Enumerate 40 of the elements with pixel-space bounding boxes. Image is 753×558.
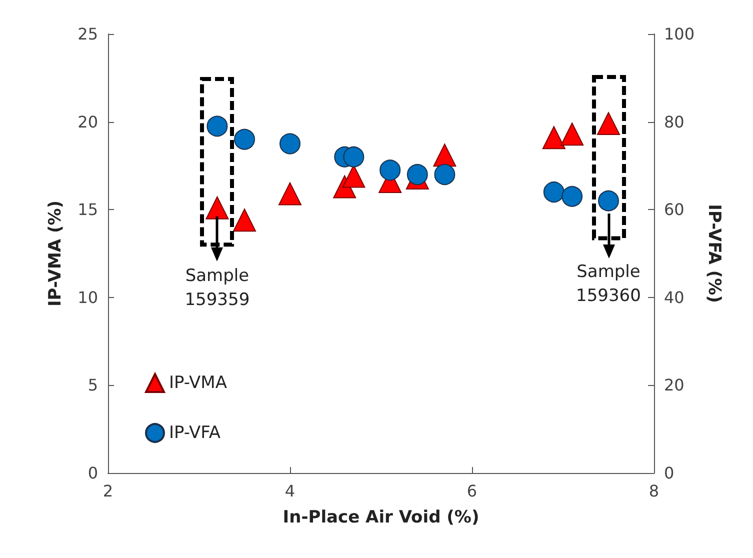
- point: [280, 133, 300, 154]
- point: [560, 122, 584, 146]
- y2-tick-label: 40: [664, 288, 684, 307]
- x-tick-label: 2: [102, 482, 114, 500]
- point: [380, 160, 401, 181]
- x-tick-label: 4: [284, 482, 296, 500]
- point: [434, 164, 456, 185]
- annotation: Sample 159359: [184, 264, 251, 312]
- point: [597, 112, 620, 136]
- point: [233, 208, 256, 232]
- y2-tick-label: 80: [664, 112, 684, 132]
- y2-tick-label: 100: [664, 24, 695, 44]
- y-tick-label: 15: [78, 200, 98, 220]
- point: [206, 196, 229, 220]
- x-tick-label: 8: [648, 482, 660, 500]
- x-tick-label: 6: [466, 482, 478, 500]
- point: [278, 182, 302, 206]
- point: [598, 190, 619, 212]
- point: [543, 182, 564, 203]
- y-tick-label: 25: [78, 24, 98, 44]
- y2-axis-title: IP-VFA (%): [704, 204, 724, 303]
- point: [343, 146, 364, 168]
- y2-tick-label: 60: [664, 200, 684, 220]
- y2-tick-label: 20: [664, 376, 684, 395]
- y-tick-label: 0: [88, 464, 98, 482]
- annotation: Sample 159360: [575, 261, 642, 308]
- point: [234, 128, 255, 150]
- point: [562, 186, 583, 207]
- legend-label: IP-VFA: [169, 423, 221, 443]
- y-tick-label: 5: [88, 376, 98, 395]
- y-axis-title: IP-VMA (%): [46, 200, 66, 307]
- point: [542, 126, 566, 150]
- y2-tick-label: 0: [664, 464, 674, 482]
- legend-label: IP-VMA: [169, 373, 228, 393]
- y-tick-label: 20: [78, 112, 98, 132]
- point: [433, 144, 456, 167]
- x-axis-title: In-Place Air Void (%): [282, 508, 480, 528]
- point: [206, 116, 228, 137]
- y-tick-label: 10: [78, 288, 98, 307]
- point: [406, 164, 428, 185]
